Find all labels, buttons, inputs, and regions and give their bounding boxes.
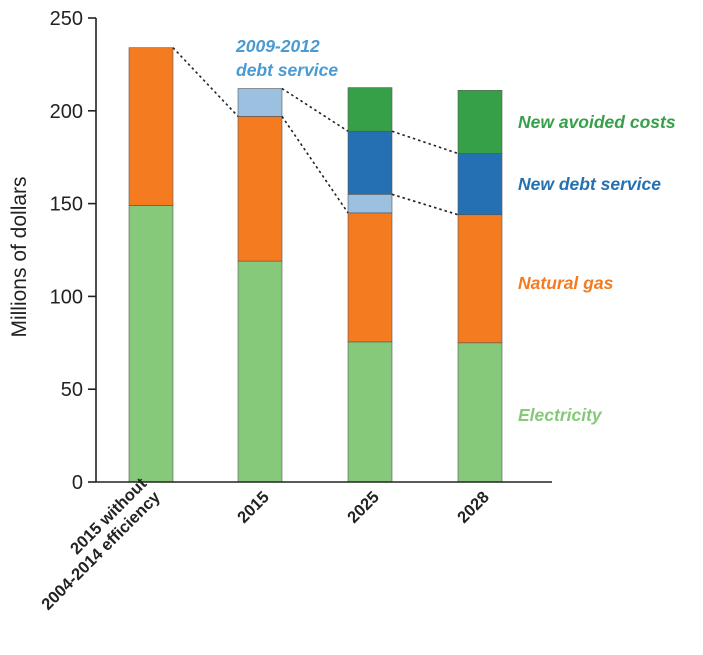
connector-line-0 [172, 47, 239, 117]
y-tick-label-50: 50 [61, 379, 83, 401]
x-tick-label-2-line-0: 2025 [344, 488, 383, 527]
x-tick-label-1-line-0: 2015 [234, 488, 273, 527]
y-tick-label-250: 250 [50, 8, 83, 30]
series-label-electricity: Electricity [518, 405, 603, 425]
bar-segment-natural-gas-2 [347, 212, 393, 343]
series-label-2009-2012-debt-service: 2009-2012 debt service [235, 36, 338, 80]
x-tick-label-3: 2028 [454, 488, 493, 527]
y-axis-label: Millions of dollars [8, 176, 31, 337]
bar-segment-new-debt-service-2 [347, 130, 393, 195]
y-tick-label-200: 200 [50, 101, 83, 123]
series-label-natural-gas: Natural gas [518, 273, 614, 293]
series-label-new-avoided-costs: New avoided costs [518, 112, 676, 132]
bar-segment-new-avoided-costs-3 [457, 90, 503, 154]
connector-lines [172, 47, 459, 216]
bar-segment-natural-gas-0 [128, 47, 174, 206]
bar-segment-electricity-0 [128, 205, 174, 483]
bars-layer [128, 47, 503, 483]
bar-segment-new-avoided-costs-2 [347, 87, 393, 132]
x-tick-label-0: 2015 without2004-2014 efficiency [25, 474, 165, 614]
bar-segment-electricity-2 [347, 341, 393, 483]
bar-segment-2009-2012-debt-service-1 [237, 88, 283, 117]
connector-line-1 [281, 115, 349, 214]
y-tick-label-150: 150 [50, 194, 83, 216]
x-tick-label-1: 2015 [234, 488, 273, 527]
series-label-2009-2012-line2: debt service [236, 60, 338, 80]
connector-line-2 [281, 87, 349, 132]
series-label-new-debt-service: New debt service [518, 174, 661, 194]
y-tick-label-0: 0 [72, 472, 83, 494]
x-tick-label-2: 2025 [344, 488, 383, 527]
bar-segment-electricity-3 [457, 342, 503, 483]
bar-segment-natural-gas-1 [237, 116, 283, 262]
bar-segment-natural-gas-3 [457, 214, 503, 344]
x-tick-label-3-line-0: 2028 [454, 488, 493, 527]
connector-line-4 [391, 130, 459, 155]
series-label-2009-2012-line1: 2009-2012 [235, 36, 320, 56]
x-tick-label-0-line-1: 2004-2014 efficiency [38, 488, 164, 614]
bar-segment-electricity-1 [237, 260, 283, 483]
bar-segment-new-debt-service-3 [457, 153, 503, 216]
bar-segment-2009-2012-debt-service-2 [347, 194, 393, 214]
y-tick-label-100: 100 [50, 286, 83, 308]
connector-line-3 [391, 193, 459, 216]
